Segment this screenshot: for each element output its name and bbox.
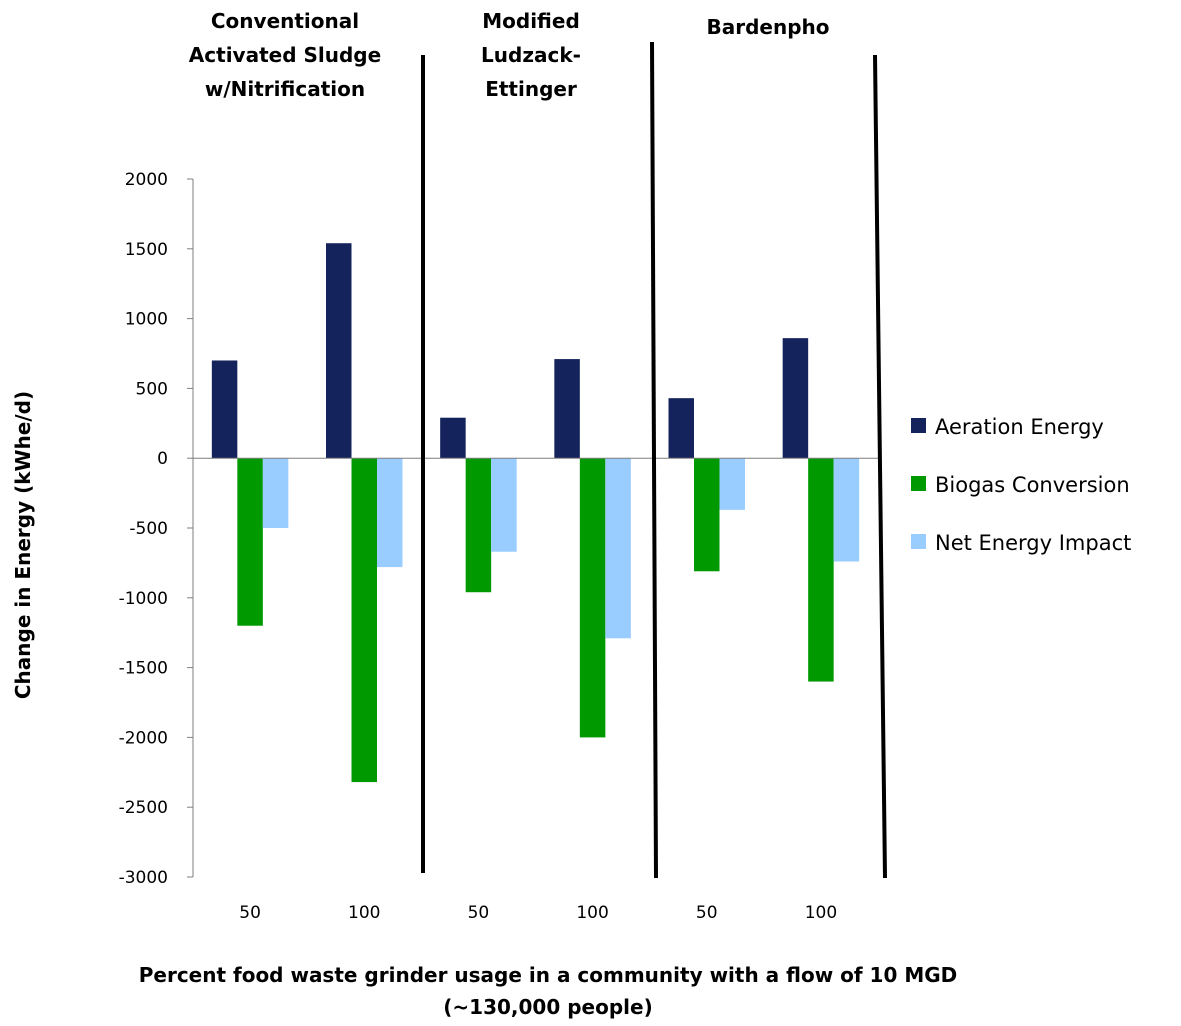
- bar-aeration-energy: [211, 360, 238, 459]
- legend-label: Biogas Conversion: [935, 473, 1130, 497]
- bar-biogas-conversion: [808, 458, 834, 682]
- x-tick-label: 50: [468, 903, 490, 923]
- bar-net-energy-impact: [491, 458, 517, 552]
- legend-label: Aeration Energy: [935, 415, 1104, 439]
- bar-net-energy-impact: [719, 458, 745, 510]
- y-tick-label: -2000: [119, 728, 168, 748]
- x-axis-ticks: 50 100 50 100 50 100: [239, 903, 837, 923]
- bar-biogas-conversion: [465, 458, 492, 593]
- y-tick-label: 1000: [125, 310, 168, 330]
- y-tick-label: -2500: [119, 798, 168, 818]
- bar-biogas-conversion: [579, 458, 606, 738]
- group-title-line: Ludzack-: [481, 43, 581, 67]
- group-separator: [650, 41, 658, 879]
- group-titles: Conventional Activated Sludge w/Nitrificat…: [189, 9, 830, 101]
- group-title-line: Modified: [482, 9, 580, 33]
- y-tick-label: 0: [157, 449, 168, 469]
- legend: Aeration Energy Biogas Conversion Net Ener…: [911, 415, 1131, 555]
- legend-swatch: [911, 476, 926, 491]
- group-title-line: Activated Sludge: [189, 43, 381, 67]
- group-title-line: Bardenpho: [706, 15, 829, 39]
- y-tick-label: -1000: [119, 589, 168, 609]
- y-tick-label: 500: [136, 379, 168, 399]
- bar-net-energy-impact: [833, 458, 860, 562]
- bar-aeration-energy: [554, 359, 580, 459]
- bar-aeration-energy: [782, 338, 809, 459]
- y-tick-label: -500: [129, 519, 168, 539]
- bar-aeration-energy: [440, 417, 466, 459]
- bar-aeration-energy: [326, 243, 352, 459]
- x-tick-label: 100: [348, 903, 380, 923]
- bars: [211, 243, 860, 783]
- legend-label: Net Energy Impact: [935, 531, 1131, 555]
- legend-swatch: [911, 534, 926, 549]
- bar-biogas-conversion: [237, 458, 263, 626]
- bar-net-energy-impact: [605, 458, 631, 639]
- group-title-line: Conventional: [211, 9, 359, 33]
- group-separators: [421, 41, 887, 879]
- x-axis-title-line-1: Percent food waste grinder usage in a co…: [139, 963, 958, 987]
- bar-aeration-energy: [668, 398, 694, 459]
- x-tick-label: 50: [239, 903, 261, 923]
- bar-biogas-conversion: [694, 458, 720, 572]
- y-tick-label: -1500: [119, 659, 168, 679]
- group-title-line: w/Nitrification: [205, 77, 365, 101]
- bar-net-energy-impact: [262, 458, 289, 528]
- x-tick-label: 50: [696, 903, 718, 923]
- x-axis-title-line-2: (~130,000 people): [443, 995, 652, 1019]
- bar-biogas-conversion: [351, 458, 377, 783]
- legend-swatch: [911, 418, 926, 433]
- y-tick-label: -3000: [119, 868, 168, 888]
- x-tick-label: 100: [576, 903, 608, 923]
- y-tick-label: 1500: [125, 240, 168, 260]
- y-axis-ticks: 2000 1500 1000 500 0 -500 -1000 -1500 -2000 -2500…: [119, 170, 193, 888]
- x-tick-label: 100: [805, 903, 837, 923]
- y-axis-title: Change in Energy (kWhe/d): [11, 391, 35, 699]
- group-title-line: Ettinger: [485, 77, 577, 101]
- bar-net-energy-impact: [377, 458, 403, 568]
- group-separator: [873, 54, 887, 879]
- y-tick-label: 2000: [125, 170, 168, 190]
